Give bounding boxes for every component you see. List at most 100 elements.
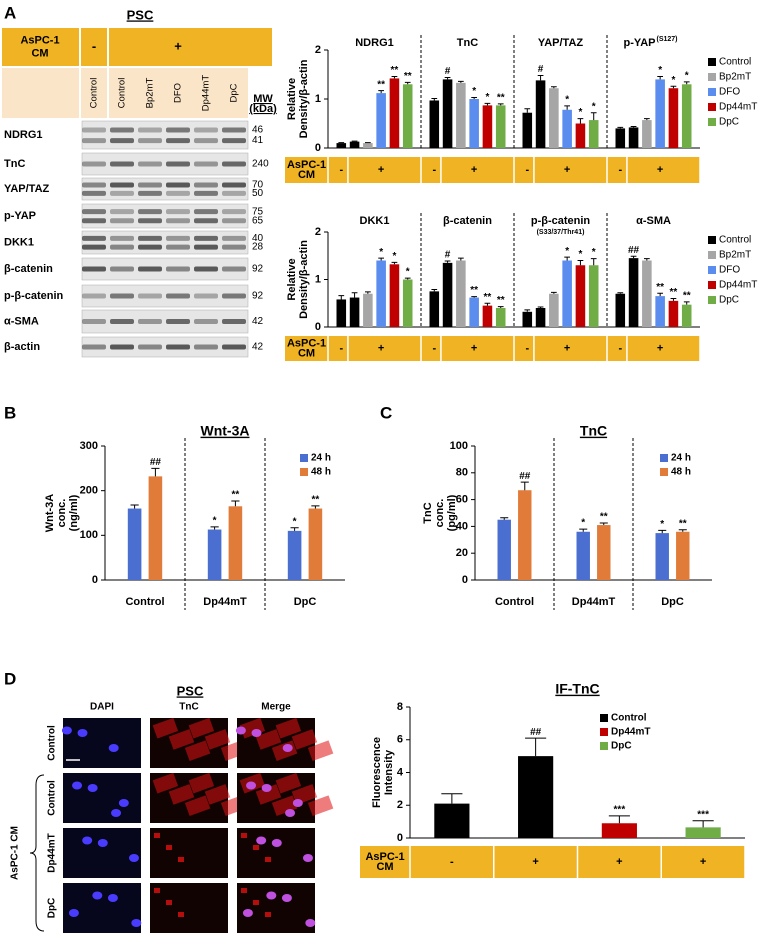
error-bar	[457, 80, 464, 83]
y-axis-label: Wnt-3Aconc.(ng/ml)	[44, 494, 80, 533]
blot-band	[194, 190, 218, 196]
bar	[601, 823, 637, 838]
nucleus	[97, 839, 108, 847]
significance-label: **	[497, 93, 505, 104]
blot-strip	[81, 284, 249, 308]
group-title: p-YAP	[624, 37, 656, 49]
tnc-stain	[152, 717, 179, 739]
mw-value: 92	[252, 291, 264, 302]
legend-swatch	[708, 73, 716, 81]
micrograph	[150, 883, 228, 933]
bar	[469, 99, 479, 148]
blot-band	[166, 138, 190, 144]
blot-band	[110, 218, 134, 224]
error-bar	[497, 306, 504, 308]
tnc-stain	[275, 717, 302, 739]
blot-band	[194, 293, 218, 299]
blot-band	[110, 244, 134, 250]
blot-band	[138, 293, 162, 299]
error-bar	[497, 103, 504, 106]
y-tick-label: 40	[456, 520, 468, 532]
error-bar	[577, 118, 584, 124]
bar	[655, 79, 665, 148]
blot-band	[82, 235, 106, 241]
legend-label: DpC	[719, 295, 739, 306]
significance-label: **	[404, 71, 412, 82]
nucleus	[235, 726, 246, 735]
blot-band	[222, 127, 246, 133]
significance-label: **	[312, 494, 320, 505]
legend-swatch	[708, 58, 716, 66]
cm-sign: -	[525, 342, 529, 354]
bar	[535, 80, 546, 148]
tnc-stain	[253, 900, 259, 905]
nucleus	[77, 729, 88, 737]
significance-label: *	[685, 70, 689, 81]
mw-value: 65	[252, 215, 264, 226]
tnc-stain	[166, 900, 172, 905]
error-bar	[404, 277, 411, 280]
bar	[655, 296, 665, 327]
cm-sign: +	[616, 856, 622, 868]
legend-label: Bp2mT	[719, 72, 751, 83]
cm-sign: -	[432, 164, 436, 176]
error-bar	[404, 81, 411, 85]
panel-label: C	[380, 403, 392, 422]
blot-band	[82, 161, 106, 167]
legend-swatch	[660, 468, 668, 476]
blot-band	[82, 266, 106, 272]
tnc-stain	[204, 784, 231, 805]
error-bar	[683, 301, 690, 305]
cm-label: AsPC-1 CM	[365, 851, 404, 873]
cm-sign: +	[564, 342, 570, 354]
blot-strip	[81, 152, 249, 176]
bar	[207, 529, 222, 580]
bar	[575, 265, 586, 327]
nucleus	[281, 894, 292, 902]
significance-label: *	[565, 246, 569, 257]
column-label: DAPI	[90, 702, 114, 713]
bar	[376, 260, 386, 327]
x-tick-label: Control	[495, 596, 534, 608]
y-tick-label: 0	[315, 321, 321, 333]
bar	[642, 120, 652, 148]
error-bar	[692, 820, 714, 828]
blot-row-label: DKK1	[4, 236, 34, 248]
error-bar	[683, 81, 690, 85]
blot-band	[222, 235, 246, 241]
bracket-label: AsPC-1 CM	[10, 826, 21, 880]
significance-label: ***	[697, 809, 709, 820]
column-label: TnC	[179, 702, 198, 713]
blot-band	[222, 182, 246, 188]
blot-band	[110, 209, 134, 215]
y-tick-label: 4	[397, 766, 404, 778]
blot-band	[82, 190, 106, 196]
blot-band	[138, 266, 162, 272]
blot-strip	[81, 309, 249, 334]
tnc-stain	[307, 795, 334, 817]
blot-band	[82, 293, 106, 299]
legend-label: Bp2mT	[719, 250, 751, 261]
blot-band	[82, 244, 106, 250]
lane-box	[2, 68, 248, 118]
blot-band	[166, 235, 190, 241]
significance-label: *	[472, 86, 476, 97]
bar	[576, 531, 590, 580]
blot-strip	[81, 120, 249, 150]
error-bar	[471, 296, 478, 298]
y-tick-label: 8	[397, 701, 403, 713]
error-bar	[338, 295, 345, 300]
error-bar	[130, 504, 139, 509]
error-bar	[678, 529, 687, 532]
group-title: β-catenin	[443, 215, 492, 227]
bar	[442, 262, 453, 327]
legend-label: DFO	[719, 265, 740, 276]
nucleus	[87, 784, 98, 792]
legend-label: 48 h	[671, 467, 691, 478]
nucleus	[251, 729, 262, 737]
y-tick-label: 2	[397, 799, 403, 811]
legend-swatch	[300, 454, 308, 462]
tnc-stain	[291, 729, 318, 750]
mw-value: 46	[252, 125, 264, 136]
legend-label: DFO	[719, 87, 740, 98]
